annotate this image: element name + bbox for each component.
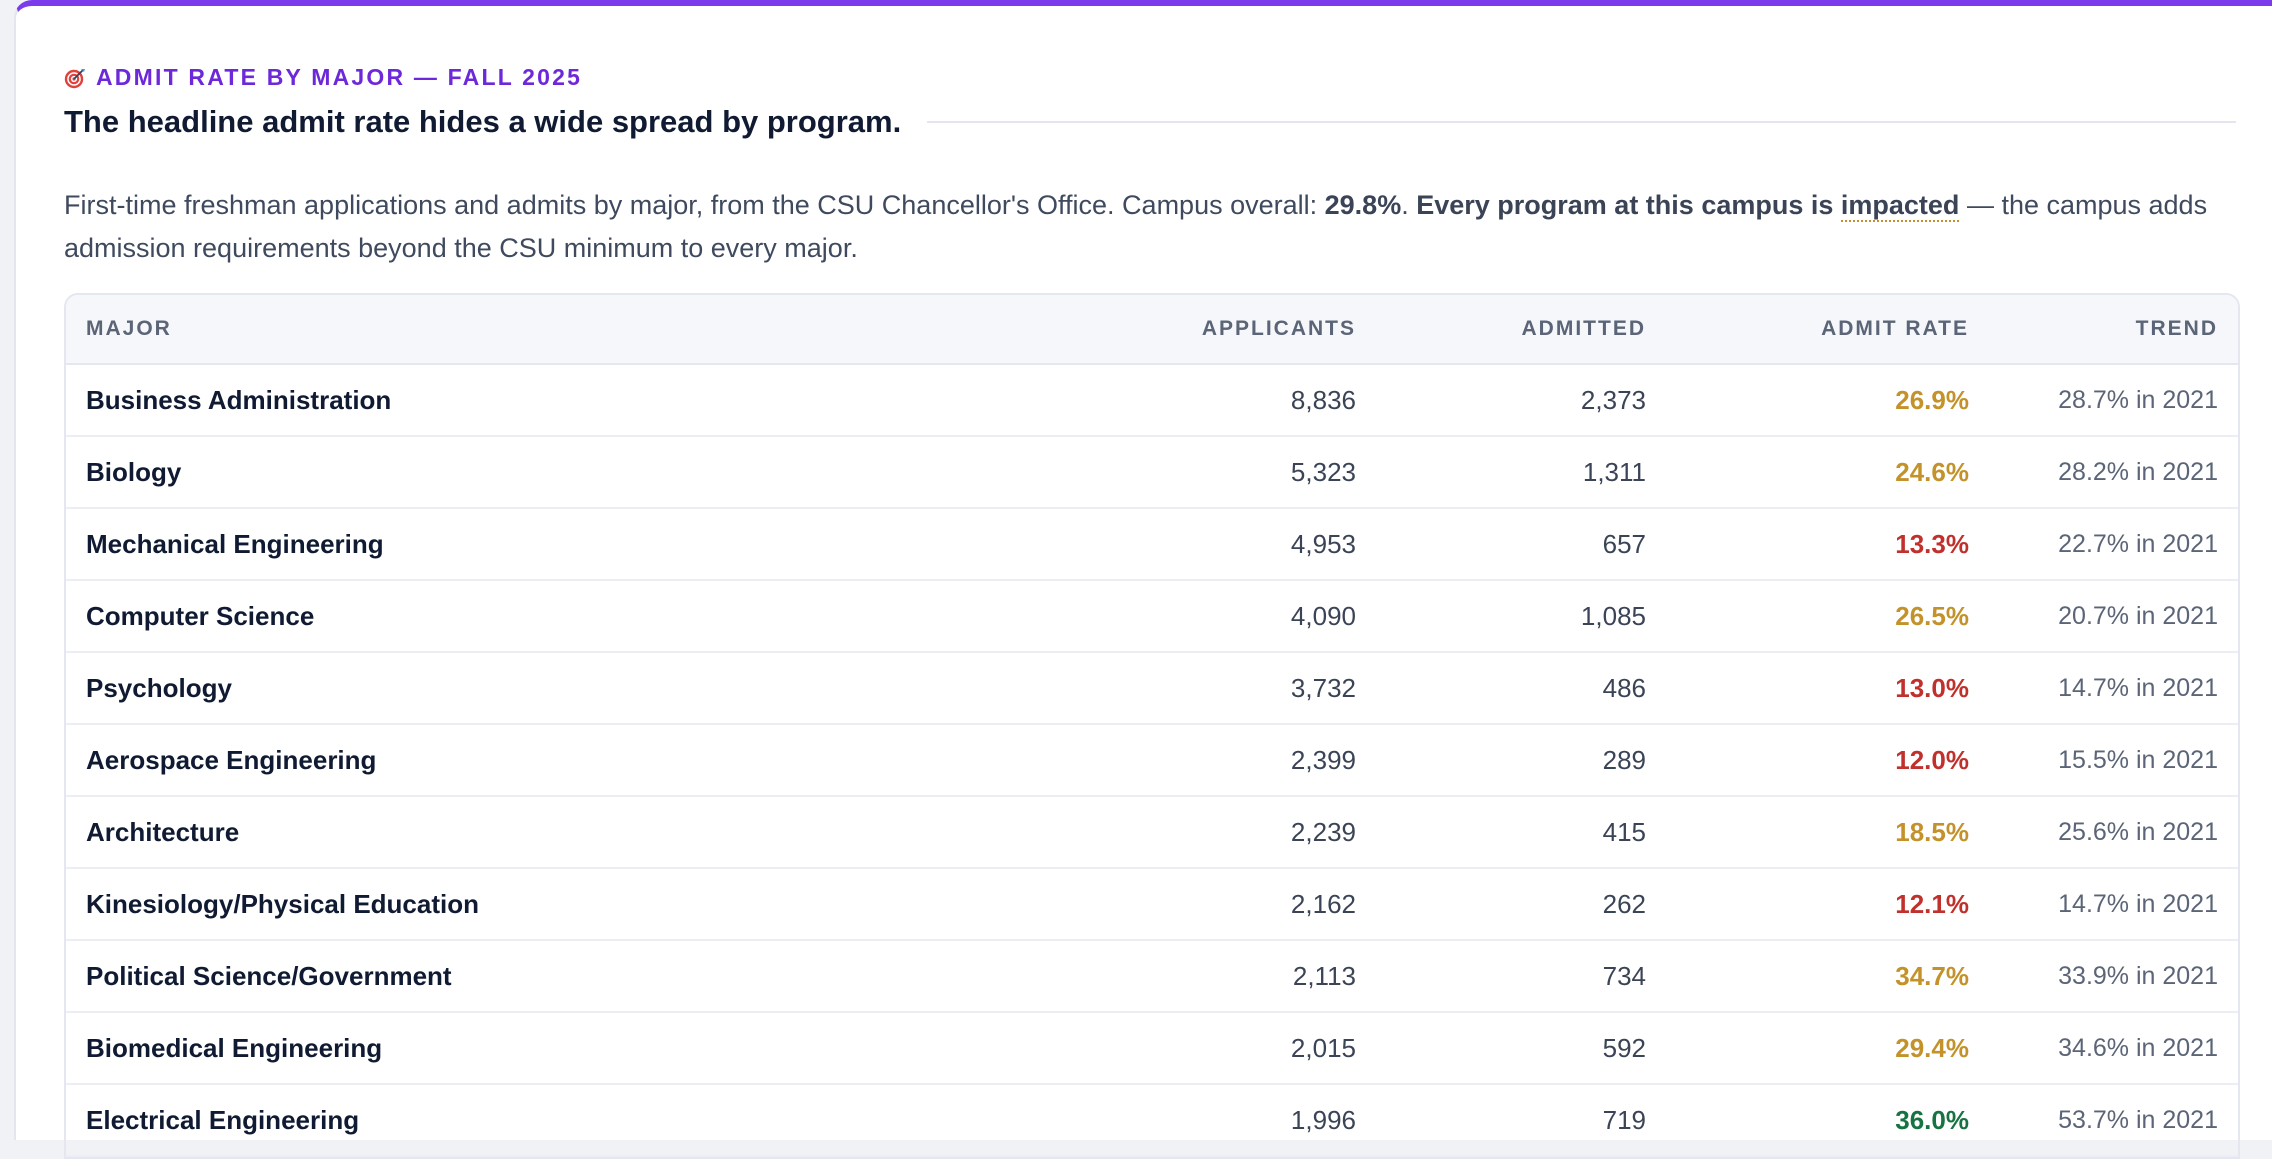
cell-admitted: 592 bbox=[1376, 1012, 1666, 1085]
cell-applicants: 2,113 bbox=[1036, 940, 1376, 1013]
cell-admit-rate: 12.1% bbox=[1666, 868, 1989, 941]
cell-admitted: 657 bbox=[1376, 508, 1666, 581]
cell-admitted: 1,085 bbox=[1376, 580, 1666, 653]
table-row: Aerospace Engineering 2,399 289 12.0% 15.5% … bbox=[66, 724, 2238, 797]
section-description: First-time freshman applications and adm… bbox=[64, 184, 2254, 270]
cell-applicants: 4,090 bbox=[1036, 580, 1376, 653]
cell-major: Mechanical Engineering bbox=[66, 508, 1036, 581]
desc-intro: First-time freshman applications and adm… bbox=[64, 190, 1325, 220]
headline-divider bbox=[927, 121, 2236, 123]
cell-applicants: 2,399 bbox=[1036, 724, 1376, 797]
cell-trend: 20.7% in 2021 bbox=[1989, 580, 2238, 653]
page-title: The headline admit rate hides a wide spr… bbox=[64, 104, 902, 139]
column-header-admitted[interactable]: Admitted bbox=[1376, 295, 1666, 365]
cell-admit-rate: 13.0% bbox=[1666, 652, 1989, 725]
cell-trend: 14.7% in 2021 bbox=[1989, 652, 2238, 725]
table-body: Business Administration 8,836 2,373 26.9% 28… bbox=[66, 364, 2238, 1157]
campus-overall-rate: 29.8% bbox=[1324, 190, 1402, 220]
cell-admit-rate: 24.6% bbox=[1666, 436, 1989, 509]
impacted-term-link[interactable]: impacted bbox=[1840, 190, 1960, 222]
cell-admitted: 719 bbox=[1376, 1084, 1666, 1157]
cell-trend: 28.7% in 2021 bbox=[1989, 364, 2238, 437]
cell-major: Computer Science bbox=[66, 580, 1036, 653]
cell-trend: 25.6% in 2021 bbox=[1989, 796, 2238, 869]
cell-major: Political Science/Government bbox=[66, 940, 1036, 1013]
cell-major: Architecture bbox=[66, 796, 1036, 869]
table-row: Electrical Engineering 1,996 719 36.0% 53.7%… bbox=[66, 1084, 2238, 1157]
table-row: Kinesiology/Physical Education 2,162 262 12… bbox=[66, 868, 2238, 941]
table-row: Computer Science 4,090 1,085 26.5% 20.7% in … bbox=[66, 580, 2238, 653]
cell-admitted: 262 bbox=[1376, 868, 1666, 941]
cell-admit-rate: 34.7% bbox=[1666, 940, 1989, 1013]
cell-trend: 33.9% in 2021 bbox=[1989, 940, 2238, 1013]
desc-outro: — the campus adds admission requirements… bbox=[64, 190, 2208, 263]
cell-applicants: 2,015 bbox=[1036, 1012, 1376, 1085]
cell-admitted: 2,373 bbox=[1376, 364, 1666, 437]
target-icon bbox=[64, 68, 85, 88]
cell-admit-rate: 29.4% bbox=[1666, 1012, 1989, 1085]
table-row: Political Science/Government 2,113 734 34.7… bbox=[66, 940, 2238, 1013]
cell-applicants: 3,732 bbox=[1036, 652, 1376, 725]
table-header-row: Major Applicants Admitted Admit Rate Tre… bbox=[66, 295, 2238, 365]
cell-applicants: 2,162 bbox=[1036, 868, 1376, 941]
desc-emphasis: Every program at this campus is bbox=[1416, 190, 1841, 220]
column-header-admit-rate[interactable]: Admit Rate bbox=[1666, 295, 1989, 365]
cell-trend: 34.6% in 2021 bbox=[1989, 1012, 2238, 1085]
column-header-applicants[interactable]: Applicants bbox=[1036, 295, 1376, 365]
cell-applicants: 1,996 bbox=[1036, 1084, 1376, 1157]
cell-applicants: 8,836 bbox=[1036, 364, 1376, 437]
cell-trend: 28.2% in 2021 bbox=[1989, 436, 2238, 509]
cell-applicants: 4,953 bbox=[1036, 508, 1376, 581]
cell-major: Kinesiology/Physical Education bbox=[66, 868, 1036, 941]
column-header-major[interactable]: Major bbox=[66, 295, 1036, 365]
desc-separator: . bbox=[1401, 190, 1417, 220]
cell-admitted: 734 bbox=[1376, 940, 1666, 1013]
cell-admitted: 415 bbox=[1376, 796, 1666, 869]
cell-trend: 22.7% in 2021 bbox=[1989, 508, 2238, 581]
cell-admit-rate: 12.0% bbox=[1666, 724, 1989, 797]
cell-applicants: 2,239 bbox=[1036, 796, 1376, 869]
cell-admit-rate: 26.5% bbox=[1666, 580, 1989, 653]
admit-rate-table-container: Major Applicants Admitted Admit Rate Tre… bbox=[64, 293, 2240, 1159]
cell-admit-rate: 36.0% bbox=[1666, 1084, 1989, 1157]
table-row: Mechanical Engineering 4,953 657 13.3% 22.7%… bbox=[66, 508, 2238, 581]
cell-major: Electrical Engineering bbox=[66, 1084, 1036, 1157]
column-header-trend[interactable]: Trend bbox=[1989, 295, 2238, 365]
cell-admit-rate: 13.3% bbox=[1666, 508, 1989, 581]
cell-major: Biomedical Engineering bbox=[66, 1012, 1036, 1085]
cell-admitted: 289 bbox=[1376, 724, 1666, 797]
cell-major: Aerospace Engineering bbox=[66, 724, 1036, 797]
admit-rate-table: Major Applicants Admitted Admit Rate Tre… bbox=[66, 295, 2238, 1157]
headline-row: The headline admit rate hides a wide spr… bbox=[64, 104, 2236, 140]
cell-admit-rate: 18.5% bbox=[1666, 796, 1989, 869]
eyebrow-text: ADMIT RATE BY MAJOR — FALL 2025 bbox=[96, 64, 583, 90]
cell-admit-rate: 26.9% bbox=[1666, 364, 1989, 437]
table-row: Psychology 3,732 486 13.0% 14.7% in 2021 bbox=[66, 652, 2238, 725]
cell-trend: 14.7% in 2021 bbox=[1989, 868, 2238, 941]
cell-applicants: 5,323 bbox=[1036, 436, 1376, 509]
cell-admitted: 486 bbox=[1376, 652, 1666, 725]
section-eyebrow: ADMIT RATE BY MAJOR — FALL 2025 bbox=[64, 64, 582, 91]
cell-admitted: 1,311 bbox=[1376, 436, 1666, 509]
cell-trend: 53.7% in 2021 bbox=[1989, 1084, 2238, 1157]
cell-major: Psychology bbox=[66, 652, 1036, 725]
table-row: Architecture 2,239 415 18.5% 25.6% in 2021 bbox=[66, 796, 2238, 869]
cell-trend: 15.5% in 2021 bbox=[1989, 724, 2238, 797]
table-row: Business Administration 8,836 2,373 26.9% 28… bbox=[66, 364, 2238, 437]
cell-major: Biology bbox=[66, 436, 1036, 509]
table-row: Biology 5,323 1,311 24.6% 28.2% in 2021 bbox=[66, 436, 2238, 509]
table-row: Biomedical Engineering 2,015 592 29.4% 34.6%… bbox=[66, 1012, 2238, 1085]
cell-major: Business Administration bbox=[66, 364, 1036, 437]
admit-rate-card: ADMIT RATE BY MAJOR — FALL 2025 The head… bbox=[14, 0, 2272, 1159]
